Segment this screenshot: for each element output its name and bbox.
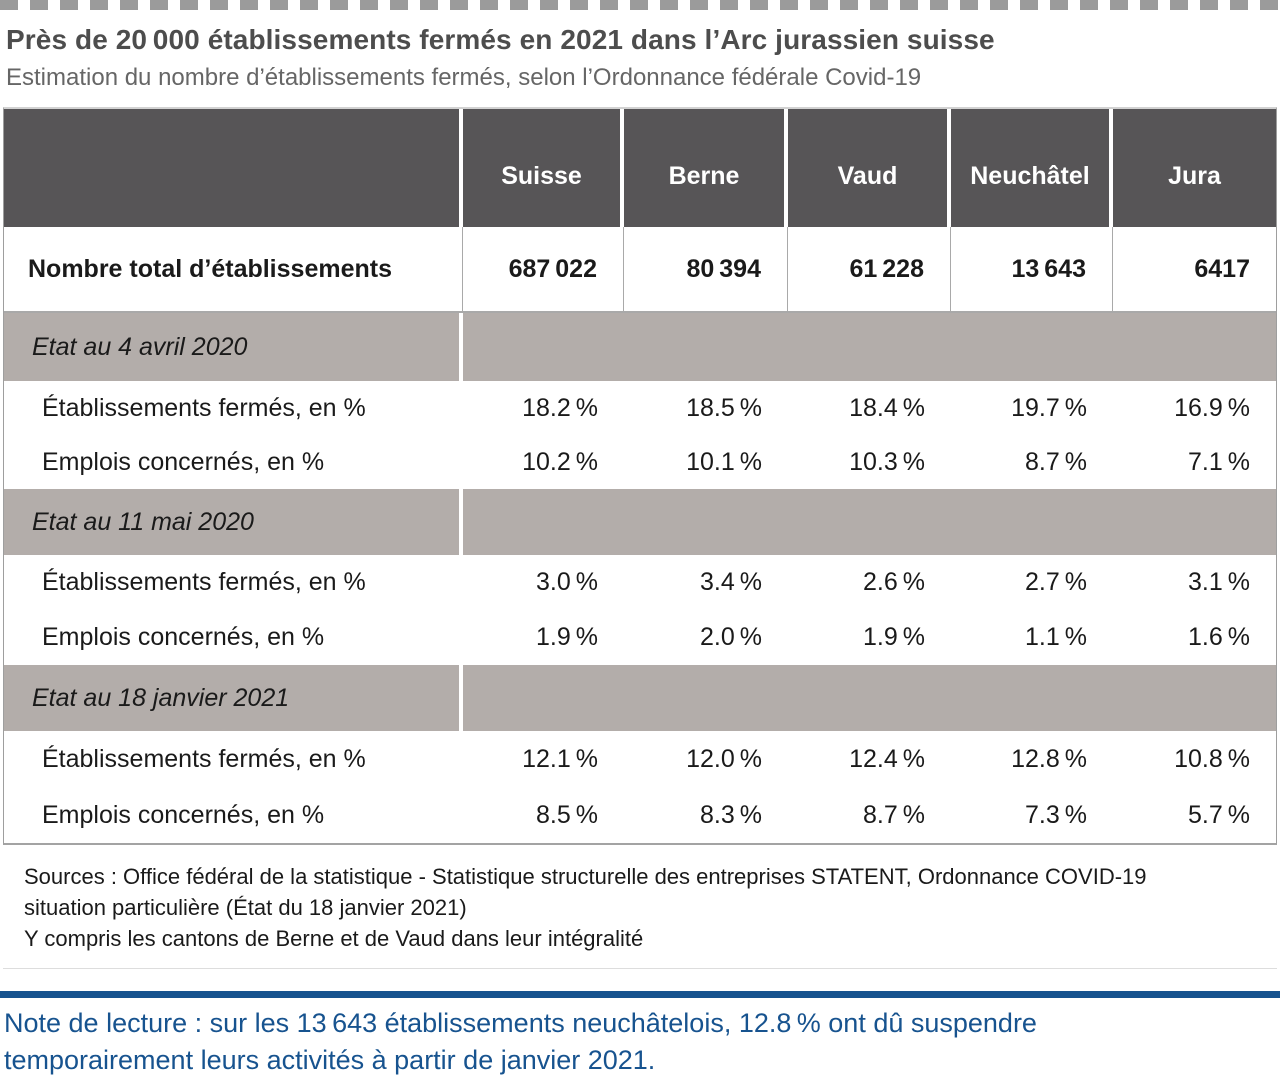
cell-value: 1.9 % bbox=[536, 623, 598, 651]
cell-value: 7.3 % bbox=[1025, 800, 1087, 829]
section-label: Etat au 4 avril 2020 bbox=[4, 313, 463, 381]
total-value-vaud: 61 228 bbox=[788, 227, 951, 311]
table-row: Établissements fermés, en % 12.1 % 12.0 … bbox=[4, 731, 1276, 787]
row-label: Établissements fermés, en % bbox=[42, 744, 366, 773]
cell-value: 12.1 % bbox=[522, 744, 598, 773]
total-value-suisse: 687 022 bbox=[463, 227, 624, 311]
data-table: Suisse Berne Vaud Neuchâtel Jura Nombre … bbox=[3, 107, 1277, 845]
row-label: Emplois concernés, en % bbox=[42, 623, 325, 651]
section-header-row: Etat au 4 avril 2020 bbox=[4, 313, 1276, 381]
section-label: Etat au 11 mai 2020 bbox=[4, 489, 463, 555]
total-value-berne: 80 394 bbox=[624, 227, 788, 311]
cell-value: 10.1 % bbox=[686, 447, 762, 476]
total-value-jura: 6417 bbox=[1194, 254, 1250, 283]
cell-value: 12.4 % bbox=[849, 744, 925, 773]
column-header-berne: Berne bbox=[624, 109, 788, 227]
cell-value: 18.5 % bbox=[686, 393, 762, 422]
cell-value: 12.0 % bbox=[686, 744, 762, 773]
cell-value: 8.5 % bbox=[536, 800, 598, 829]
cell-value: 10.3 % bbox=[849, 447, 925, 476]
total-row-label: Nombre total d’établissements bbox=[4, 227, 463, 311]
row-label: Établissements fermés, en % bbox=[42, 393, 366, 422]
cell-value: 19.7 % bbox=[1011, 393, 1087, 422]
cell-value: 10.2 % bbox=[522, 447, 598, 476]
column-header-jura: Jura bbox=[1113, 109, 1276, 227]
cell-value: 1.6 % bbox=[1188, 623, 1250, 651]
table-row: Établissements fermés, en % 3.0 % 3.4 % … bbox=[4, 555, 1276, 610]
cell-value: 2.7 % bbox=[1025, 568, 1087, 596]
column-header-neuchatel: Neuchâtel bbox=[951, 109, 1113, 227]
cell-value: 8.7 % bbox=[1025, 447, 1087, 476]
total-value-neuchatel: 13 643 bbox=[951, 227, 1113, 311]
sources-line: Y compris les cantons de Berne et de Vau… bbox=[24, 926, 644, 951]
cell-value: 2.0 % bbox=[700, 623, 762, 651]
sources-line: Sources : Office fédéral de la statistiq… bbox=[24, 864, 1147, 889]
cell-value: 2.6 % bbox=[863, 568, 925, 596]
table-row: Emplois concernés, en % 10.2 % 10.1 % 10… bbox=[4, 435, 1276, 489]
reading-note-line: temporairement leurs activités à partir … bbox=[4, 1045, 656, 1075]
section-header-row: Etat au 11 mai 2020 bbox=[4, 489, 1276, 555]
section-label: Etat au 18 janvier 2021 bbox=[4, 665, 463, 731]
cell-value: 3.1 % bbox=[1188, 568, 1250, 596]
reading-note: Note de lecture : sur les 13 643 établis… bbox=[0, 998, 1280, 1079]
cell-value: 18.4 % bbox=[849, 393, 925, 422]
sources-block: Sources : Office fédéral de la statistiq… bbox=[0, 845, 1280, 968]
top-dashed-border bbox=[0, 0, 1280, 10]
row-label: Établissements fermés, en % bbox=[42, 568, 366, 596]
row-label: Emplois concernés, en % bbox=[42, 800, 325, 829]
cell-value: 8.7 % bbox=[863, 800, 925, 829]
cell-value: 18.2 % bbox=[522, 393, 598, 422]
cell-value: 5.7 % bbox=[1188, 800, 1250, 829]
table-row: Établissements fermés, en % 18.2 % 18.5 … bbox=[4, 381, 1276, 435]
cell-value: 3.0 % bbox=[536, 568, 598, 596]
section-filler bbox=[463, 665, 1276, 731]
cell-value: 3.4 % bbox=[700, 568, 762, 596]
cell-value: 7.1 % bbox=[1188, 447, 1250, 476]
row-label: Emplois concernés, en % bbox=[42, 447, 325, 476]
cell-value: 8.3 % bbox=[700, 800, 762, 829]
section-header-row: Etat au 18 janvier 2021 bbox=[4, 665, 1276, 731]
cell-value: 1.1 % bbox=[1025, 623, 1087, 651]
column-header-suisse: Suisse bbox=[463, 109, 624, 227]
note-accent-bar bbox=[0, 991, 1280, 998]
total-row: Nombre total d’établissements 687 022 80… bbox=[4, 227, 1276, 313]
report-subtitle: Estimation du nombre d’établissements fe… bbox=[6, 64, 922, 91]
column-header-vaud: Vaud bbox=[788, 109, 951, 227]
section-filler bbox=[463, 489, 1276, 555]
reading-note-line: Note de lecture : sur les 13 643 établis… bbox=[4, 1008, 1037, 1038]
table-row: Emplois concernés, en % 8.5 % 8.3 % 8.7 … bbox=[4, 787, 1276, 843]
cell-value: 16.9 % bbox=[1174, 393, 1250, 422]
sources-line: situation particulière (État du 18 janvi… bbox=[24, 895, 467, 920]
report-title: Près de 20 000 établissements fermés en … bbox=[6, 24, 995, 55]
table-row: Emplois concernés, en % 1.9 % 2.0 % 1.9 … bbox=[4, 610, 1276, 665]
section-filler bbox=[463, 313, 1276, 381]
table-header-row: Suisse Berne Vaud Neuchâtel Jura bbox=[4, 109, 1276, 227]
column-header-empty bbox=[4, 109, 463, 227]
cell-value: 12.8 % bbox=[1011, 744, 1087, 773]
cell-value: 1.9 % bbox=[863, 623, 925, 651]
cell-value: 10.8 % bbox=[1174, 744, 1250, 773]
footer-divider bbox=[3, 968, 1277, 969]
